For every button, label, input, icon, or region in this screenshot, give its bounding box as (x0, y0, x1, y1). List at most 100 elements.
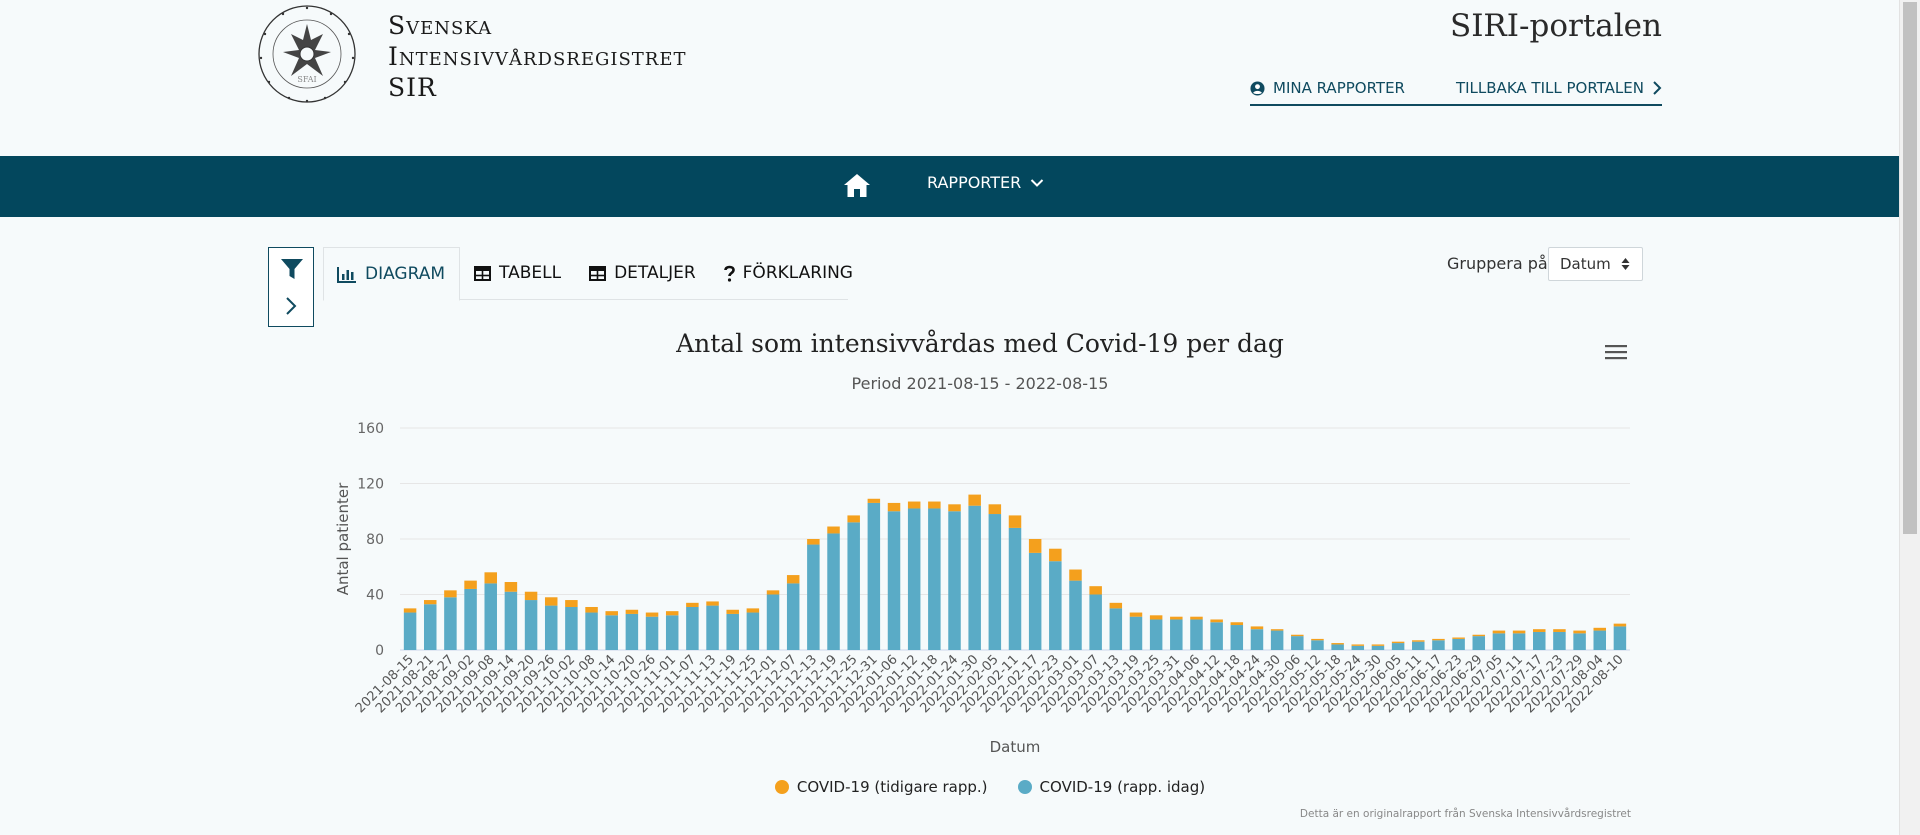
y-axis-label: Antal patienter (334, 482, 352, 595)
tab-forklaring-label: FÖRKLARING (742, 263, 853, 283)
tab-tabell[interactable]: TABELL (460, 247, 575, 299)
bar-today (847, 522, 860, 650)
brand-line-3: SIR (388, 73, 437, 102)
brand-line-2: Intensivvårdsregistret (388, 42, 687, 71)
bar-today (726, 613, 739, 650)
bar-today (565, 606, 578, 650)
filter-toggle-button[interactable] (268, 247, 314, 327)
bar-today (887, 511, 901, 650)
bar-today (1472, 636, 1486, 650)
bar-earlier (726, 609, 739, 614)
bar-today (1109, 608, 1123, 650)
svg-text:SFAI: SFAI (297, 75, 316, 84)
bar-earlier (1512, 630, 1526, 634)
bar-earlier (625, 609, 639, 614)
bar-earlier (1089, 586, 1102, 595)
bar-earlier (1391, 641, 1405, 644)
bar-earlier (807, 539, 820, 545)
bar-today (1230, 625, 1244, 650)
tab-forklaring[interactable]: FÖRKLARING (710, 247, 867, 299)
bar-today (1089, 594, 1102, 650)
tab-detaljer[interactable]: DETALJER (575, 247, 710, 299)
bar-today (1190, 619, 1203, 650)
chart-legend: COVID-19 (tidigare rapp.) COVID-19 (rapp… (0, 778, 1920, 796)
bar-today (1149, 619, 1163, 650)
bar-today (1512, 633, 1526, 650)
my-reports-link[interactable]: MINA RAPPORTER (1250, 79, 1405, 97)
chevron-right-icon (286, 297, 297, 315)
bar-earlier (444, 590, 457, 598)
group-by-select[interactable]: Datum (1548, 247, 1643, 281)
y-tick-label: 160 (357, 421, 384, 437)
bar-today (1412, 641, 1425, 650)
bar-today (948, 511, 961, 650)
bar-today (444, 597, 457, 650)
bar-earlier (786, 575, 800, 584)
bar-today (786, 583, 800, 650)
portal-title: SIRI-portalen (1449, 8, 1662, 44)
bar-earlier (464, 580, 477, 589)
bar-today (1432, 640, 1445, 650)
home-icon[interactable] (843, 172, 871, 198)
sort-updown-icon (1621, 258, 1630, 270)
bar-earlier (1250, 626, 1264, 630)
scrollbar-thumb[interactable] (1903, 2, 1917, 534)
vertical-scrollbar[interactable] (1899, 0, 1920, 835)
bar-today (1351, 645, 1365, 650)
bar-earlier (1472, 634, 1486, 637)
bar-today (1492, 633, 1506, 650)
y-tick-label: 0 (375, 643, 384, 659)
bar-earlier (988, 504, 1002, 515)
bar-today (1069, 580, 1082, 650)
bar-today (605, 615, 618, 650)
sir-seal-logo: SFAI (258, 5, 356, 103)
bar-today (423, 604, 437, 650)
bar-earlier (1109, 602, 1123, 609)
bar-earlier (1149, 615, 1163, 620)
report-credit: Detta är en originalrapport från Svenska… (1299, 808, 1631, 820)
bar-earlier (746, 608, 760, 613)
reports-menu[interactable]: RAPPORTER (927, 173, 1044, 192)
bar-today (1028, 552, 1042, 650)
bar-today (1049, 561, 1062, 650)
bar-earlier (1028, 539, 1042, 553)
bar-today (1170, 619, 1183, 650)
bar-earlier (484, 572, 497, 584)
main-navbar: RAPPORTER (0, 156, 1899, 217)
bar-earlier (686, 602, 699, 607)
x-axis-label: Datum (990, 738, 1041, 756)
bar-today (766, 594, 780, 650)
bar-earlier (907, 501, 921, 509)
bar-earlier (968, 494, 981, 506)
bar-earlier (1553, 629, 1566, 632)
bar-today (665, 615, 679, 650)
bar-earlier (1291, 634, 1304, 637)
tab-diagram-label: DIAGRAM (365, 264, 446, 284)
user-circle-icon (1250, 80, 1265, 96)
group-by-label: Gruppera på: (1447, 254, 1554, 273)
bar-earlier (1069, 569, 1082, 581)
my-reports-label: MINA RAPPORTER (1273, 79, 1405, 97)
bar-today (1291, 636, 1304, 650)
bar-today (928, 508, 941, 650)
bar-earlier (1412, 640, 1425, 642)
tab-diagram[interactable]: DIAGRAM (323, 247, 461, 301)
back-to-portal-link[interactable]: TILLBAKA TILL PORTALEN (1456, 79, 1662, 97)
reports-menu-label: RAPPORTER (927, 173, 1022, 192)
view-tabs: DIAGRAM TABELL DETALJER FÖRKLARING (323, 247, 853, 301)
bar-earlier (928, 501, 941, 509)
brand-name[interactable]: Svenska Intensivvårdsregistret SIR (388, 10, 687, 103)
top-links: MINA RAPPORTER TILLBAKA TILL PORTALEN (1250, 72, 1662, 106)
bar-today (867, 502, 881, 650)
bar-earlier (706, 601, 719, 606)
legend-item-earlier[interactable]: COVID-19 (tidigare rapp.) (774, 778, 988, 796)
bar-earlier (827, 526, 840, 534)
bar-earlier (948, 504, 961, 512)
bar-earlier (1331, 643, 1344, 645)
bar-today (464, 588, 477, 650)
bar-earlier (1351, 644, 1365, 646)
legend-item-today[interactable]: COVID-19 (rapp. idag) (1017, 778, 1205, 796)
bar-today (504, 591, 518, 650)
hamburger-icon[interactable] (1604, 342, 1628, 362)
